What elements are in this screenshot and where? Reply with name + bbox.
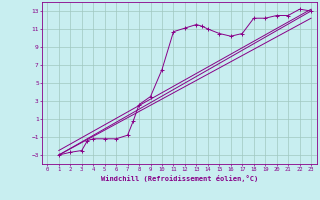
X-axis label: Windchill (Refroidissement éolien,°C): Windchill (Refroidissement éolien,°C)	[100, 175, 258, 182]
